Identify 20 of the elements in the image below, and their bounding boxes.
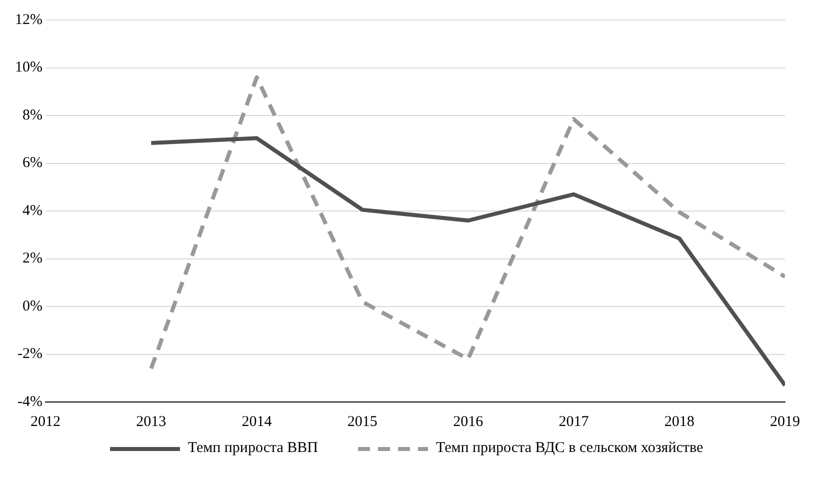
x-tick-label: 2014	[242, 414, 272, 430]
x-tick-label: 2017	[558, 414, 590, 430]
legend-label: Темп прироста ВВП	[188, 440, 318, 457]
y-tick-label: -4%	[17, 394, 42, 410]
y-tick-label: 2%	[22, 250, 42, 267]
x-tick-label: 2013	[136, 414, 166, 430]
y-tick-label: 8%	[22, 107, 42, 124]
x-tick-label: 2015	[347, 414, 378, 430]
y-tick-label: -2%	[17, 346, 42, 362]
line-series	[149, 75, 785, 371]
x-tick-label: 2018	[664, 414, 694, 430]
y-tick-label: 4%	[22, 202, 42, 219]
legend-label: Темп прироста ВДС в сельском хозяйстве	[436, 440, 704, 457]
y-tick-label: 12%	[14, 12, 42, 28]
y-tick-label: 0%	[22, 298, 42, 314]
x-tick-label: 2016	[453, 414, 484, 430]
y-tick-label: 6%	[22, 155, 42, 172]
x-tick-label: 2012	[30, 414, 60, 430]
x-tick-label: 2019	[770, 414, 800, 430]
y-tick-label: 10%	[14, 60, 42, 76]
